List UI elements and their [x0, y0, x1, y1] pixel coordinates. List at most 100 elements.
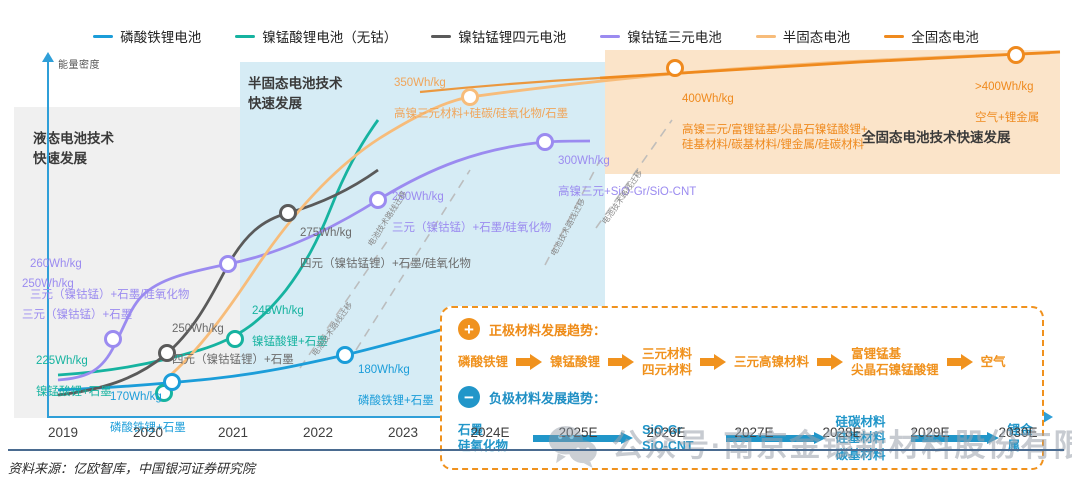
legend-label-quad: 镍钴锰锂四元电池: [458, 30, 567, 45]
marker-ncm-280[interactable]: [369, 191, 387, 209]
x-tick-2030E: 2030E: [998, 425, 1038, 440]
x-axis-arrowhead: [1043, 411, 1053, 423]
cathode-step-2: 镍锰酸锂: [550, 355, 601, 370]
marker-quad-275[interactable]: [279, 204, 297, 222]
arrow-right-icon: [700, 354, 727, 371]
marker-all-solid-400plus[interactable]: [1007, 46, 1025, 64]
callout-lfp-180: 180Wh/kg 磷酸铁锂+石墨: [358, 347, 434, 425]
callout-material: 磷酸铁锂+石墨: [110, 421, 186, 434]
legend-label-semi-solid: 半固态电池: [782, 30, 851, 45]
migration-arrow-1: [299, 239, 389, 369]
x-tick-2026E: 2026E: [646, 425, 686, 440]
callout-lfp-170: 170Wh/kg 磷酸铁锂+石墨: [110, 374, 186, 452]
negative-trend-heading: 负极材料发展趋势：: [489, 390, 607, 406]
callout-material: 四元（镍钴锰锂）+石墨/硅氧化物: [300, 257, 471, 270]
x-tick-2019: 2019: [47, 425, 79, 440]
chart-legend: 磷酸铁锂电池 镍锰酸锂电池（无钴） 镍钴锰锂四元电池 镍钴锰三元电池 半固态电池…: [0, 26, 1072, 46]
legend-item-lfp[interactable]: 磷酸铁锂电池: [93, 26, 201, 46]
x-tick-2027E: 2027E: [734, 425, 774, 440]
plus-icon: +: [458, 318, 480, 340]
callout-lnmo-245: 245Wh/kg 镍锰酸锂+石墨: [252, 288, 328, 366]
x-tick-2021: 2021: [217, 425, 249, 440]
x-axis-ticks: 2019 2020 2021 2022 2023 2024E 2025E 202…: [0, 425, 1072, 447]
arrow-right-icon: [946, 354, 973, 371]
plot-area: 液态电池技术 快速发展 半固态电池技术 快速发展 全固态电池技术快速发展 能量密…: [0, 46, 1072, 470]
footer-divider: [8, 449, 1064, 451]
callout-material: 磷酸铁锂+石墨: [358, 394, 434, 407]
callout-value: 280Wh/kg: [392, 190, 444, 203]
arrow-right-icon: [817, 354, 844, 371]
callout-ncm-300: 300Wh/kg 高镍三元+SiO-Gr/SiO-CNT: [558, 138, 696, 216]
minus-icon: −: [458, 386, 480, 408]
migration-arrow-2: [355, 169, 471, 351]
legend-item-ncm[interactable]: 镍钴锰三元电池: [600, 26, 722, 46]
legend-label-lfp: 磷酸铁锂电池: [120, 30, 202, 45]
callout-all-solid-400: 400Wh/kg 高镍三元/富锂锰基/尖晶石镍锰酸锂+ 硅基材料/碳基材料/锂金…: [682, 76, 868, 169]
legend-item-all-solid[interactable]: 全固态电池: [884, 26, 979, 46]
marker-lnmo-245[interactable]: [226, 330, 244, 348]
marker-ncm-260[interactable]: [219, 255, 237, 273]
callout-value: 260Wh/kg: [30, 257, 82, 270]
callout-material: 空气+锂金属: [975, 111, 1040, 124]
positive-material-chain: 磷酸铁锂 镍锰酸锂 三元材料 四元材料 三元高镍材料 富锂锰基 尖晶石镍锰酸锂 …: [458, 346, 1006, 379]
legend-swatch-semi-solid: [755, 34, 776, 38]
marker-semi-solid-350[interactable]: [461, 88, 479, 106]
negative-trend-heading-row: − 负极材料发展趋势：: [458, 386, 606, 408]
x-tick-2028E: 2028E: [822, 425, 862, 440]
marker-lfp-180[interactable]: [336, 346, 354, 364]
material-trend-box: + 正极材料发展趋势： 磷酸铁锂 镍锰酸锂 三元材料 四元材料 三元高镍材料 富…: [440, 306, 1044, 470]
positive-trend-heading: 正极材料发展趋势：: [489, 322, 607, 338]
arrow-right-icon: [533, 431, 634, 445]
marker-all-solid-400[interactable]: [666, 59, 684, 77]
migration-arrow-4: [595, 119, 673, 229]
cathode-step-3: 三元材料 四元材料: [642, 347, 693, 378]
callout-ncm-280: 280Wh/kg 三元（镍钴锰）+石墨/硅氧化物: [392, 174, 551, 252]
legend-item-quad[interactable]: 镍钴锰锂四元电池: [431, 26, 566, 46]
migration-arrow-3: [544, 159, 601, 266]
legend-swatch-all-solid: [884, 34, 905, 38]
callout-value: >400Wh/kg: [975, 80, 1034, 93]
callout-material: 高镍三元+SiO-Gr/SiO-CNT: [558, 185, 697, 198]
arrow-right-icon: [608, 354, 635, 371]
x-tick-2024E: 2024E: [470, 425, 510, 440]
curve-all-solid-left: [419, 76, 601, 94]
callout-value: 350Wh/kg: [394, 76, 446, 89]
callout-material: 三元（镍钴锰）+石墨: [22, 308, 133, 321]
y-axis-label: 能量密度: [58, 60, 100, 71]
curve-lnmo: [57, 119, 380, 377]
callout-ncm-260: 260Wh/kg 三元（镍钴锰）+石墨/硅氧化物: [30, 241, 189, 319]
callout-material: 三元（镍钴锰）+石墨/硅氧化物: [392, 221, 552, 234]
callout-material: 镍锰酸锂+石墨: [36, 385, 112, 398]
curve-all-solid: [599, 50, 1061, 80]
legend-label-all-solid: 全固态电池: [911, 30, 979, 45]
callout-lnmo-225: 225Wh/kg 镍锰酸锂+石墨: [36, 338, 112, 416]
callout-material: 镍锰酸锂+石墨: [252, 335, 328, 348]
callout-ncm-250: 250Wh/kg 三元（镍钴锰）+石墨: [22, 261, 132, 339]
y-axis-arrowhead: [42, 52, 54, 62]
callout-material: 四元（镍钴锰锂）+石墨: [172, 353, 294, 366]
cathode-step-1: 磷酸铁锂: [458, 355, 509, 370]
legend-item-lnmo[interactable]: 镍锰酸锂电池（无钴）: [235, 26, 397, 46]
callout-quad-275: 275Wh/kg 四元（镍钴锰锂）+石墨/硅氧化物: [300, 210, 471, 288]
marker-ncm-250[interactable]: [104, 330, 122, 348]
marker-ncm-300[interactable]: [536, 133, 554, 151]
marker-quad-250[interactable]: [158, 344, 176, 362]
legend-swatch-quad: [431, 34, 452, 38]
zone-label-semi-solid: 半固态电池技术 快速发展: [248, 76, 343, 111]
x-tick-2022: 2022: [302, 425, 334, 440]
cathode-step-4: 三元高镍材料: [734, 355, 810, 370]
cathode-step-6: 空气: [980, 355, 1006, 370]
callout-material: 三元（镍钴锰）+石墨/硅氧化物: [30, 288, 190, 301]
arrow-right-icon: [910, 431, 999, 445]
legend-item-semi-solid[interactable]: 半固态电池: [755, 26, 851, 46]
callout-value: 170Wh/kg: [110, 390, 162, 403]
legend-swatch-ncm: [600, 34, 621, 38]
zone-label-all-solid: 全固态电池技术快速发展: [862, 130, 1011, 145]
legend-swatch-lfp: [93, 34, 114, 38]
x-tick-2025E: 2025E: [558, 425, 598, 440]
callout-value: 245Wh/kg: [252, 304, 304, 317]
x-tick-2023: 2023: [387, 425, 419, 440]
legend-label-ncm: 镍钴锰三元电池: [627, 30, 722, 45]
y-axis: [47, 60, 49, 418]
marker-lfp-170[interactable]: [163, 373, 181, 391]
